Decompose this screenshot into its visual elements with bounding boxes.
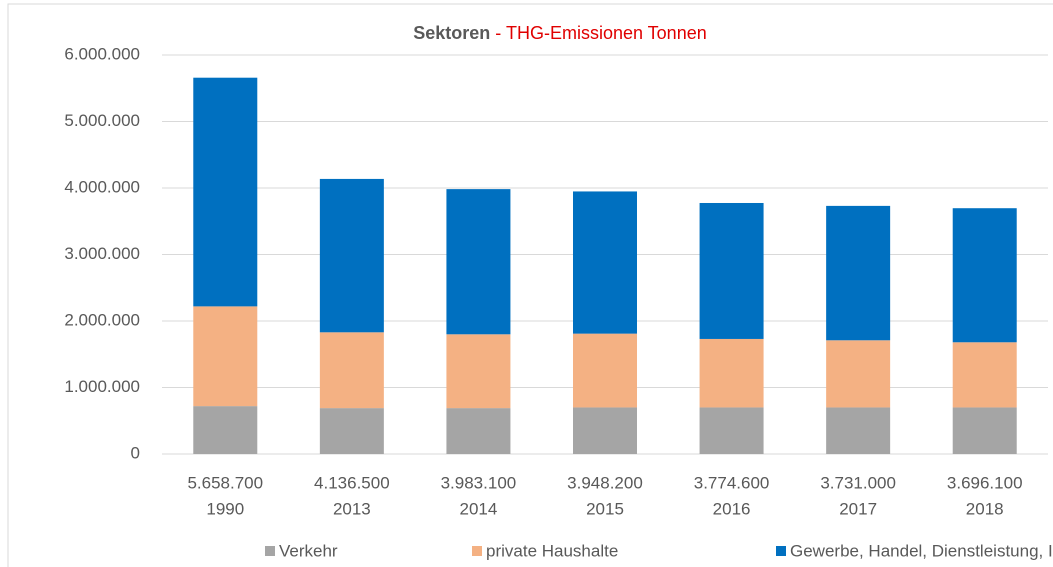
bar-segment [952,342,1017,408]
bar-segment [446,334,511,409]
bar-segment [952,407,1017,454]
bar-segment [193,306,258,407]
bar-segment [573,191,637,334]
total-label: 3.731.000 [820,473,896,492]
total-label: 3.948.200 [567,473,643,492]
bar-segment [573,333,637,408]
bar-segment [319,178,384,333]
bar-segment [446,189,511,335]
bar-segment [573,407,637,454]
bar-segment [699,202,764,339]
x-tick-label: 1990 [206,499,244,518]
chart-title: Sektoren - THG-Emissionen Tonnen [413,23,706,43]
total-label: 3.696.100 [947,473,1023,492]
x-tick-label: 2017 [839,499,877,518]
legend-label: Verkehr [279,541,338,560]
title-part: Sektoren [413,23,490,43]
bar-segment [446,408,511,454]
x-tick-label: 2018 [966,499,1004,518]
bar-segment [193,77,258,307]
title-part: - THG-Emissionen Tonnen [495,23,706,43]
bar-segment [699,407,764,454]
bar-segment [952,208,1017,343]
legend-swatch [776,546,786,556]
y-tick-label: 1.000.000 [64,377,140,396]
bar-segment [826,407,891,454]
bar-segment [193,406,258,454]
y-tick-label: 5.000.000 [64,111,140,130]
y-tick-label: 6.000.000 [64,44,140,63]
total-label: 3.983.100 [441,473,517,492]
legend-label: Gewerbe, Handel, Dienstleistung, Industr… [790,541,1053,560]
x-tick-label: 2016 [713,499,751,518]
total-label: 4.136.500 [314,473,390,492]
chart-frame [7,3,1053,567]
legend-swatch [472,546,482,556]
legend-swatch [265,546,275,556]
x-tick-label: 2013 [333,499,371,518]
total-label: 3.774.600 [694,473,770,492]
x-tick-label: 2014 [460,499,498,518]
legend-label: private Haushalte [486,541,618,560]
bar-segment [826,205,891,341]
bar-segment [826,340,891,408]
y-tick-label: 4.000.000 [64,177,140,196]
bar-segment [699,338,764,408]
bar-segment [319,332,384,409]
y-tick-label: 3.000.000 [64,244,140,263]
total-label: 5.658.700 [187,473,263,492]
y-tick-label: 0 [131,443,140,462]
y-tick-label: 2.000.000 [64,310,140,329]
bar-segment [319,408,384,454]
x-tick-label: 2015 [586,499,624,518]
